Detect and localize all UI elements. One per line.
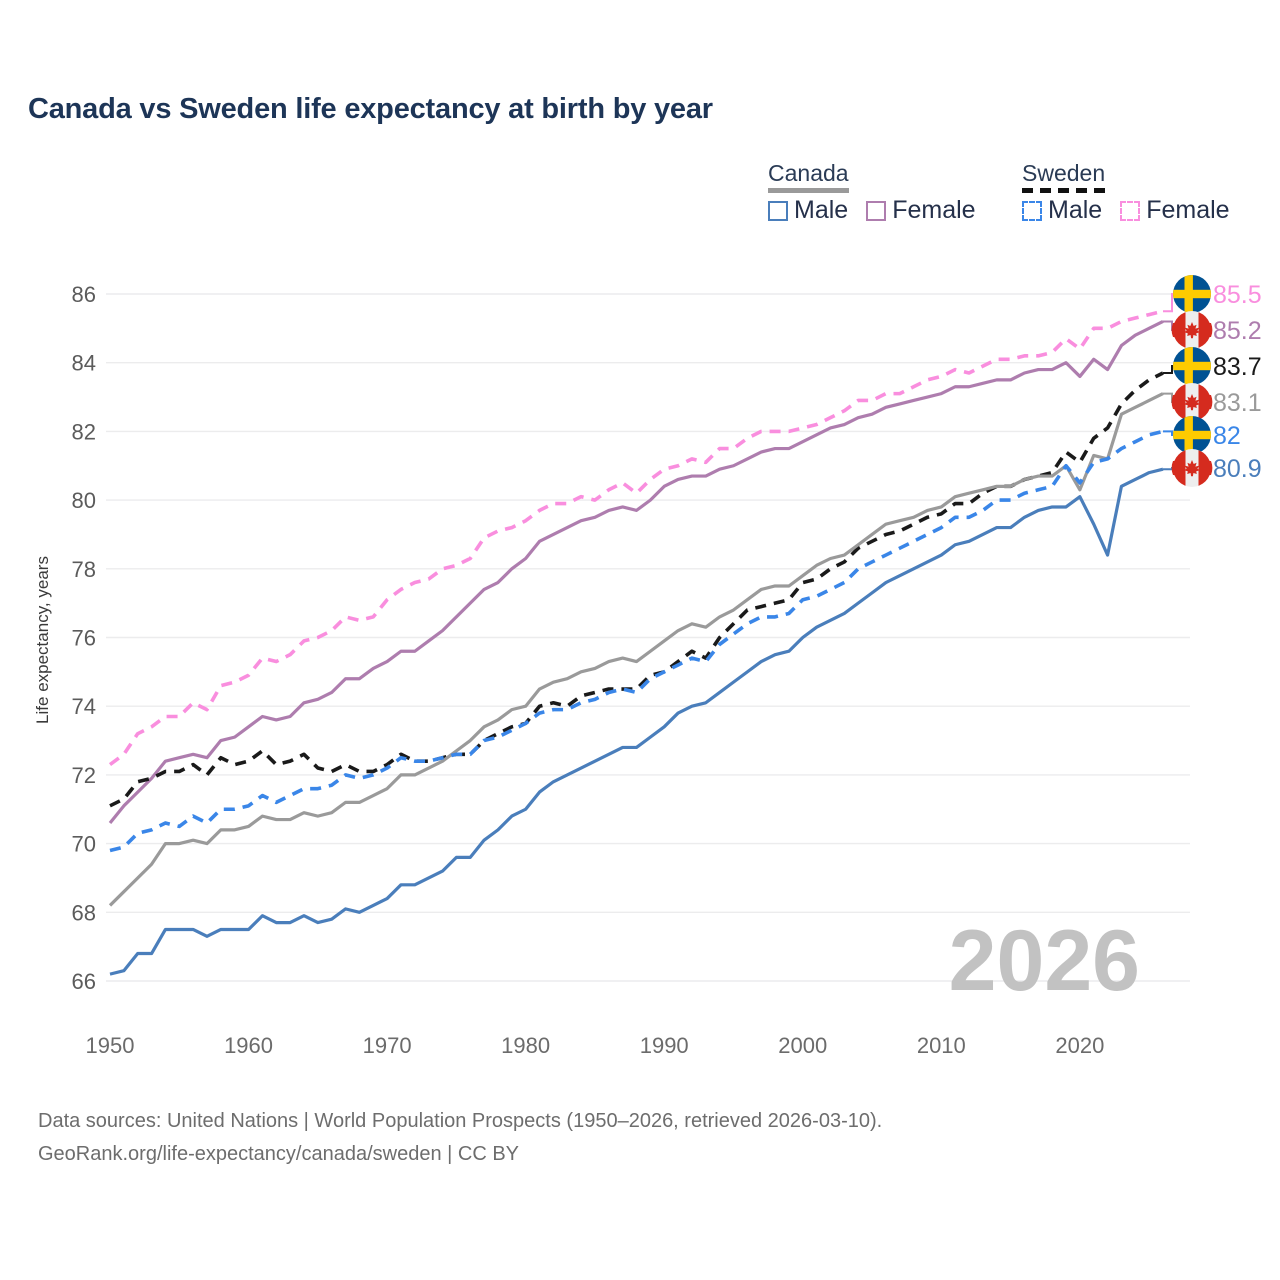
y-tick-label: 78	[72, 557, 96, 582]
legend-label-sweden-male: Male	[1048, 196, 1103, 224]
x-tick-label: 2000	[778, 1033, 827, 1058]
page-title: Canada vs Sweden life expectancy at birt…	[28, 93, 713, 125]
y-tick-label: 66	[72, 969, 96, 994]
footer-line-attribution: GeoRank.org/life-expectancy/canada/swede…	[38, 1143, 520, 1165]
legend-label-canada-male: Male	[794, 196, 849, 224]
footer: Data sources: United Nations | World Pop…	[38, 1105, 882, 1171]
series-line-canada-male-2	[109, 467, 1164, 976]
legend-item-canada-female[interactable]: Female	[866, 196, 976, 225]
series-line-canada-male	[108, 392, 1164, 907]
x-tick-label: 2010	[917, 1033, 966, 1058]
legend-label-canada-female: Female	[892, 196, 976, 224]
x-tick-label: 2020	[1055, 1033, 1104, 1058]
legend-group-canada: Canada Male Female	[768, 160, 976, 224]
x-tick-label: 1980	[501, 1033, 550, 1058]
legend-country-sweden[interactable]: Sweden	[1022, 160, 1106, 193]
x-tick-label: 1970	[363, 1033, 412, 1058]
legend-item-sweden-female[interactable]: Female	[1120, 196, 1230, 225]
legend-item-canada-male[interactable]: Male	[768, 196, 848, 225]
series-lines	[108, 309, 1164, 976]
chart-legend: Canada Male Female Sweden Male	[0, 160, 1280, 240]
legend-country-canada-label: Canada	[768, 160, 849, 186]
legend-swatch-sweden-male-icon	[1022, 200, 1042, 221]
series-line-sweden-male-2	[109, 429, 1164, 853]
canada-flag-icon	[1172, 311, 1213, 349]
y-tick-label: 76	[72, 626, 96, 651]
sweden-flag-icon	[1173, 347, 1211, 385]
series-line-canada-female	[108, 320, 1164, 824]
y-tick-label: 68	[72, 900, 96, 925]
y-axis-ticks: 66 68 70 72 74 76 78 80 82 84 86	[72, 282, 96, 994]
y-tick-label: 70	[72, 832, 96, 857]
gridlines	[106, 293, 1190, 982]
end-labels: 85.5 85.2 83.7 83.1 82 80.9	[1163, 275, 1262, 487]
legend-swatch-canada-male-icon	[768, 200, 788, 221]
y-tick-label: 80	[72, 488, 96, 513]
y-tick-label: 74	[72, 694, 96, 719]
x-tick-label: 1950	[86, 1033, 135, 1058]
legend-country-canada[interactable]: Canada	[768, 160, 849, 193]
legend-group-sweden: Sweden Male Female	[1022, 160, 1230, 224]
footer-line-sources: Data sources: United Nations | World Pop…	[38, 1110, 883, 1132]
series-line-sweden-female	[108, 309, 1164, 767]
legend-rule-dashed	[1022, 188, 1106, 193]
y-axis-title: Life expectancy, years	[33, 556, 52, 724]
end-label-value: 83.7	[1213, 353, 1262, 381]
legend-label-sweden-female: Female	[1146, 196, 1230, 224]
end-label-value: 82	[1213, 422, 1241, 450]
year-watermark: 2026	[949, 913, 1140, 1009]
legend-country-sweden-label: Sweden	[1022, 160, 1106, 186]
x-axis-ticks: 1950 1960 1970 1980 1990 2000 2010 2020	[86, 1033, 1105, 1058]
end-label-value: 85.5	[1213, 281, 1262, 309]
y-tick-label: 72	[72, 763, 96, 788]
y-tick-label: 84	[72, 351, 96, 376]
x-tick-label: 1990	[640, 1033, 689, 1058]
x-tick-label: 1960	[224, 1033, 273, 1058]
end-label-value: 85.2	[1213, 317, 1262, 345]
legend-swatch-canada-female-icon	[866, 200, 887, 221]
y-tick-label: 86	[72, 282, 96, 307]
series-line-sweden-male	[109, 371, 1164, 808]
legend-swatch-sweden-female-icon	[1120, 200, 1141, 221]
sweden-flag-icon	[1173, 416, 1211, 454]
legend-item-sweden-male[interactable]: Male	[1022, 196, 1102, 225]
end-label-value: 83.1	[1213, 389, 1262, 417]
canada-flag-icon	[1172, 383, 1213, 421]
end-label-value: 80.9	[1213, 455, 1262, 483]
canada-flag-icon	[1172, 449, 1213, 487]
sweden-flag-icon	[1173, 275, 1211, 313]
y-tick-label: 82	[72, 419, 96, 444]
legend-rule-solid	[768, 188, 849, 193]
